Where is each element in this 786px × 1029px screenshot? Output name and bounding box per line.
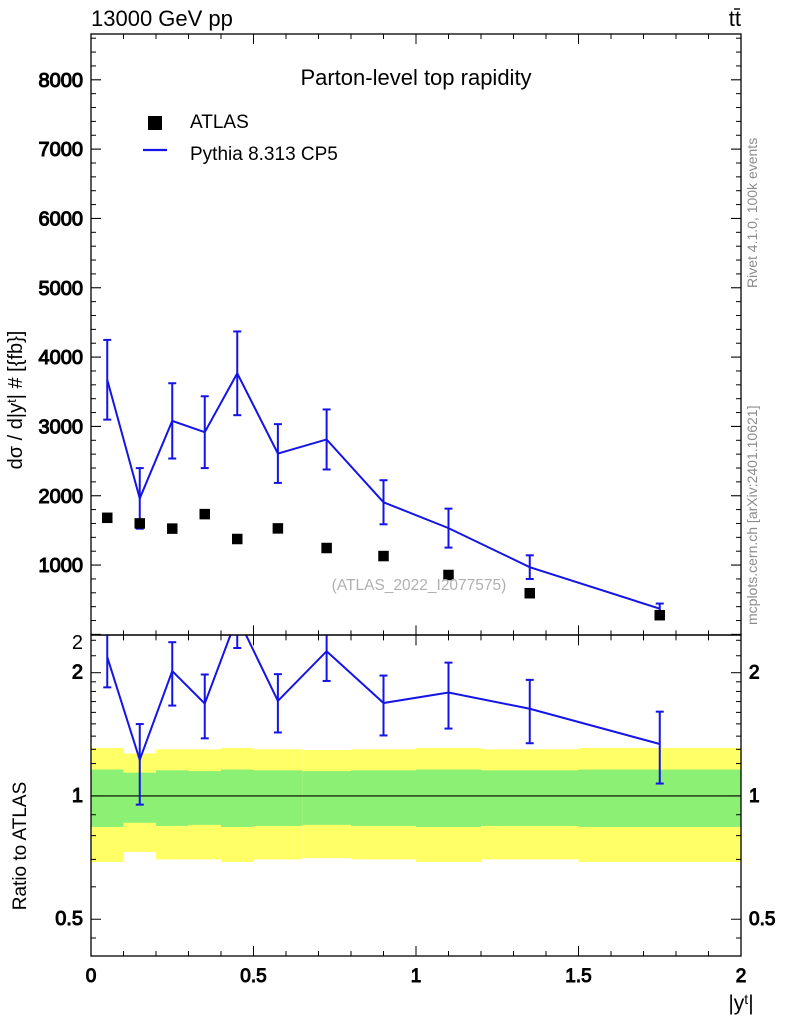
svg-text:0: 0 bbox=[86, 966, 97, 987]
svg-text:Parton-level top rapidity: Parton-level top rapidity bbox=[300, 65, 531, 90]
svg-text:Rivet 4.1.0, 100k events: Rivet 4.1.0, 100k events bbox=[744, 138, 760, 288]
svg-text:1: 1 bbox=[72, 785, 83, 807]
svg-text:Pythia 8.313 CP5: Pythia 8.313 CP5 bbox=[190, 144, 338, 165]
svg-text:|yt|: |yt| bbox=[728, 991, 753, 1015]
svg-text:0.5: 0.5 bbox=[55, 908, 83, 930]
svg-text:Ratio to ATLAS: Ratio to ATLAS bbox=[10, 782, 31, 911]
svg-text:7000: 7000 bbox=[39, 139, 84, 161]
svg-text:tt: tt bbox=[729, 6, 741, 31]
svg-text:4000: 4000 bbox=[39, 347, 84, 369]
svg-text:0.5: 0.5 bbox=[240, 966, 266, 987]
svg-text:3000: 3000 bbox=[39, 416, 84, 438]
svg-text:0.5: 0.5 bbox=[749, 909, 775, 930]
svg-text:1: 1 bbox=[749, 786, 760, 807]
svg-text:ATLAS: ATLAS bbox=[190, 112, 249, 133]
svg-text:2: 2 bbox=[749, 663, 760, 684]
svg-text:2000: 2000 bbox=[39, 486, 84, 508]
svg-text:2: 2 bbox=[736, 966, 747, 987]
svg-text:mcplots.cern.ch [arXiv:2401.10: mcplots.cern.ch [arXiv:2401.10621] bbox=[744, 406, 760, 625]
svg-text:13000 GeV pp: 13000 GeV pp bbox=[91, 6, 233, 31]
svg-text:1000: 1000 bbox=[39, 555, 84, 577]
svg-text:(ATLAS_2022_I2077575): (ATLAS_2022_I2077575) bbox=[332, 577, 507, 594]
svg-text:5000: 5000 bbox=[39, 278, 84, 300]
svg-text:1: 1 bbox=[411, 966, 422, 987]
svg-text:2: 2 bbox=[72, 662, 83, 684]
svg-text:2: 2 bbox=[72, 632, 83, 654]
svg-text:6000: 6000 bbox=[39, 208, 84, 230]
svg-text:dσ / d|yt| # [{fb}]: dσ / d|yt| # [{fb}] bbox=[4, 331, 27, 470]
svg-text:8000: 8000 bbox=[39, 70, 84, 92]
svg-text:1.5: 1.5 bbox=[565, 966, 591, 987]
